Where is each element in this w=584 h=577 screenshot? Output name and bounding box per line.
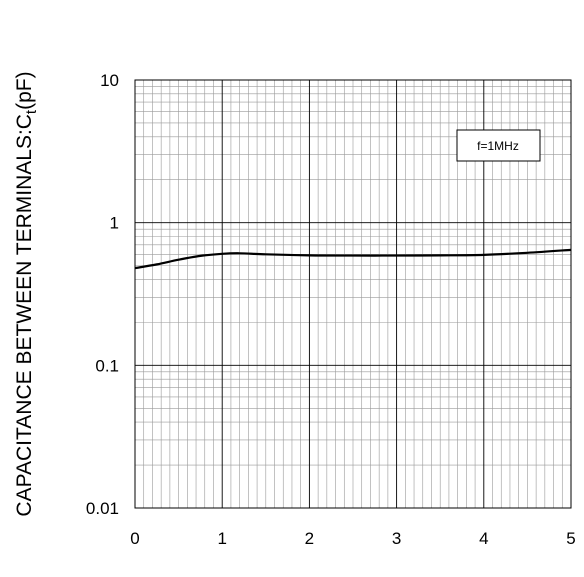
x-tick-label: 4 xyxy=(479,529,488,548)
y-axis-label: CAPACITANCE BETWEEN TERMINALS:Ct(pF) xyxy=(13,71,40,516)
series-line xyxy=(134,248,572,270)
x-tick-label: 0 xyxy=(130,529,139,548)
series-layer xyxy=(134,248,572,270)
legend-box xyxy=(456,129,541,162)
minor-grid xyxy=(135,80,571,508)
legend-label: f=1MHz xyxy=(477,139,519,153)
y-axis-label-subscript: t xyxy=(23,109,40,114)
x-tick-label: 3 xyxy=(392,529,401,548)
y-tick-labels: 10 1 0.1 0.01 xyxy=(86,71,119,518)
x-tick-labels: 0 1 2 3 4 5 xyxy=(130,529,575,548)
plot-frame xyxy=(134,79,572,509)
y-tick-label: 1 xyxy=(110,214,119,233)
y-axis-label-main: CAPACITANCE BETWEEN TERMINALS:C xyxy=(13,114,36,517)
x-tick-label: 2 xyxy=(305,529,314,548)
legend: f=1MHz xyxy=(456,129,541,162)
y-tick-label: 0.01 xyxy=(86,499,119,518)
x-tick-label: 5 xyxy=(566,529,575,548)
y-tick-label: 10 xyxy=(100,71,119,90)
x-tick-label: 1 xyxy=(217,529,226,548)
y-axis-label-unit: (pF) xyxy=(13,71,36,110)
y-tick-label: 0.1 xyxy=(95,356,119,375)
